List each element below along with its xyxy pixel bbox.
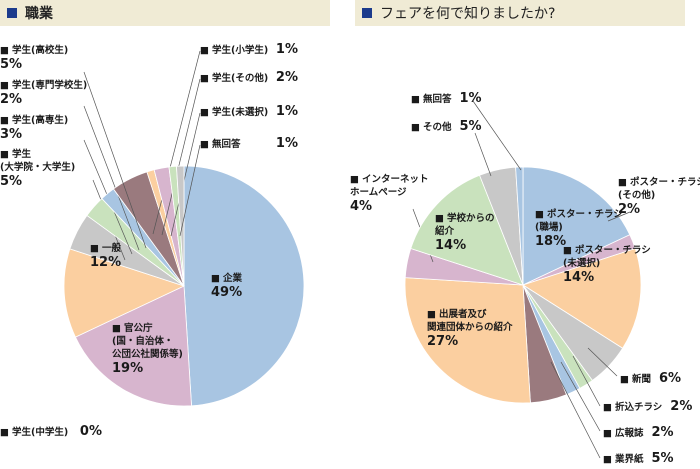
leader-line (550, 361, 601, 459)
slice-percent: 1% (275, 136, 298, 151)
slice-label: ポスター・チラシ (未選択)14% (563, 244, 651, 284)
title-square-icon (362, 8, 372, 18)
leader-line (83, 71, 147, 249)
slice-name: 企業 (211, 272, 242, 285)
source-title-bar: フェアを何で知りましたか? (355, 0, 685, 26)
slice-label: 業界紙 5% (603, 452, 674, 466)
slice-percent: 6% (659, 371, 682, 386)
slice-label: 無回答 1% (411, 92, 482, 106)
slice-name: 広報誌 (603, 427, 644, 440)
leader-line (472, 100, 522, 171)
slice-percent: 2% (670, 399, 693, 414)
slice-name: 業界紙 (603, 453, 644, 466)
slice-percent: 5% (0, 174, 23, 189)
slice-percent: 3% (0, 127, 23, 142)
slice-percent: 5% (0, 57, 23, 72)
slice-name: 学生(高専生) (0, 114, 68, 127)
leader-line (572, 355, 601, 407)
slice-percent: 1% (459, 91, 482, 106)
slice-label: 学生(高校生)5% (0, 44, 68, 71)
source-pie-chart (404, 100, 642, 459)
slice-label: 学生(小学生)1% (200, 42, 298, 57)
slice-label: 折込チラシ 2% (603, 400, 692, 414)
slice-name: 学生(専門学校生) (0, 79, 87, 92)
slice-label: 官公庁 (国・自治体・ 公団公社関係等)19% (112, 322, 183, 375)
slice-percent: 2% (651, 425, 674, 440)
slice-name: 官公庁 (国・自治体・ 公団公社関係等) (112, 322, 183, 361)
pie-slice (176, 165, 185, 287)
slice-name: 学生(未選択) (200, 106, 298, 119)
slice-name: ポスター・チラシ (未選択) (563, 244, 651, 270)
slice-percent: 2% (618, 202, 641, 217)
occupation-title: 職業 (25, 6, 53, 22)
slice-name: 学生(高校生) (0, 44, 68, 57)
slice-percent: 2% (0, 92, 23, 107)
slice-percent: 12% (90, 255, 122, 270)
slice-label: ポスター・チラシ (職場)18% (535, 208, 623, 248)
slice-name: 学校からの 紹介 (435, 212, 495, 238)
slice-name: 学生(中学生) (0, 426, 102, 439)
slice-percent: 49% (211, 285, 243, 300)
pie-slice (63, 248, 186, 338)
slice-name: ポスター・チラシ (職場) (535, 208, 623, 234)
slice-label: その他 5% (411, 120, 482, 134)
slice-name: 一般 (90, 242, 121, 255)
slice-name: その他 (411, 121, 452, 134)
slice-label: 学生 (大学院・大学生)5% (0, 148, 75, 188)
leader-line (474, 132, 492, 177)
slice-percent: 0% (79, 424, 102, 439)
slice-label: 広報誌 2% (603, 426, 674, 440)
slice-label: 学生(中学生)0% (0, 424, 102, 439)
occupation-title-bar: 職業 (0, 0, 330, 26)
slice-name: 学生(その他) (200, 72, 298, 85)
slice-name: 無回答 (200, 138, 298, 151)
slice-percent: 19% (112, 361, 144, 376)
slice-percent: 5% (651, 451, 674, 466)
slice-percent: 14% (563, 270, 595, 285)
leader-line (161, 78, 201, 236)
slice-label: 学生(専門学校生)2% (0, 79, 87, 106)
slice-label: ポスター・チラシ (その他)2% (618, 176, 700, 216)
slice-percent: 2% (275, 70, 298, 85)
title-square-icon (7, 8, 17, 18)
slice-percent: 18% (535, 234, 567, 249)
slice-percent: 27% (427, 334, 459, 349)
slice-label: 学生(高専生)3% (0, 114, 68, 141)
source-panel: フェアを何で知りましたか? ポスター・チラシ (職場)18%ポスター・チラシ (… (350, 0, 700, 469)
leader-line (587, 347, 618, 377)
slice-name: 折込チラシ (603, 401, 662, 414)
leader-line (152, 50, 201, 235)
leader-line (179, 144, 201, 237)
leader-line (170, 112, 201, 237)
slice-percent: 4% (350, 199, 373, 214)
leader-line (83, 105, 140, 251)
slice-name: 出展者及び 関連団体からの紹介 (427, 308, 513, 334)
occupation-pie-chart (63, 50, 305, 407)
slice-percent: 14% (435, 238, 467, 253)
slice-name: ポスター・チラシ (その他) (618, 176, 700, 202)
slice-percent: 1% (275, 104, 298, 119)
slice-name: 新聞 (620, 373, 651, 386)
slice-label: 学生(その他)2% (200, 70, 298, 85)
slice-name: 学生(小学生) (200, 44, 298, 57)
slice-label: 新聞 6% (620, 372, 681, 386)
leader-line (560, 361, 601, 432)
slice-name: 無回答 (411, 93, 452, 106)
pie-slice (183, 165, 305, 407)
slice-name: インターネット ホームページ (350, 173, 429, 199)
slice-label: 学生(未選択)1% (200, 104, 298, 119)
source-title: フェアを何で知りましたか? (380, 6, 556, 22)
slice-percent: 1% (275, 42, 298, 57)
slice-name: 学生 (大学院・大学生) (0, 148, 75, 174)
slice-percent: 5% (459, 119, 482, 134)
